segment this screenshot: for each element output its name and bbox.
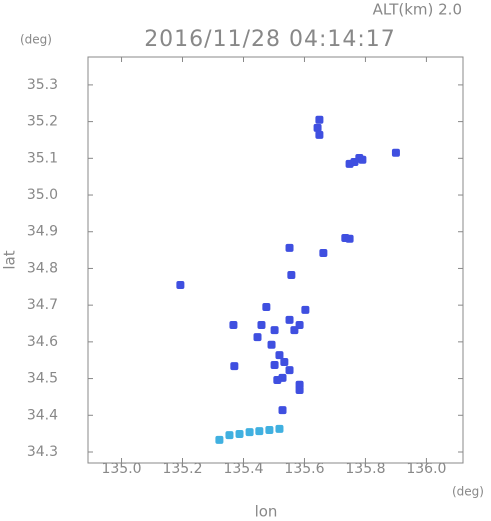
echo-point — [257, 320, 266, 329]
echo-point — [301, 305, 310, 314]
echo-point — [290, 326, 299, 335]
y-unit: (deg) — [20, 33, 52, 47]
y-tick-label: 34.4 — [27, 407, 58, 423]
echo-point — [315, 130, 324, 139]
chart-title: 2016/11/28 04:14:17 — [144, 27, 396, 52]
echo-point — [273, 376, 282, 385]
echo-point — [280, 358, 289, 367]
y-tick-label: 34.3 — [27, 444, 58, 460]
y-tick-label: 35.1 — [27, 150, 58, 166]
echo-point — [235, 430, 244, 438]
plot-frame — [87, 56, 464, 464]
altitude-label: ALT(km) 2.0 — [373, 1, 462, 19]
echo-point — [315, 115, 324, 124]
echo-point — [358, 155, 367, 164]
echo-point — [319, 249, 328, 258]
echo-point — [285, 315, 294, 324]
echo-point — [391, 148, 400, 157]
echo-point — [225, 431, 234, 440]
echo-point — [285, 243, 294, 252]
echo-point — [295, 385, 304, 394]
echo-point — [345, 159, 354, 168]
echo-point — [267, 340, 276, 349]
x-tick-label: 136.0 — [406, 461, 446, 477]
echo-point — [176, 280, 185, 289]
echo-point — [313, 123, 322, 132]
x-tick-label: 135.6 — [284, 461, 324, 477]
y-tick-label: 35.3 — [27, 77, 58, 93]
y-tick-label: 34.8 — [27, 260, 58, 276]
echo-point — [278, 406, 287, 415]
echo-point — [275, 351, 284, 360]
echo-point — [255, 427, 264, 436]
echo-point — [245, 428, 254, 437]
echo-point — [253, 333, 262, 342]
y-tick-label: 34.9 — [27, 224, 58, 240]
echo-point — [287, 271, 296, 280]
y-tick-label: 35.2 — [27, 114, 58, 130]
echo-point — [270, 360, 279, 369]
x-tick-label: 135.0 — [101, 461, 141, 477]
x-tick-label: 135.4 — [223, 461, 263, 477]
echo-point — [262, 302, 271, 311]
echo-point — [285, 366, 294, 375]
y-tick-label: 35.0 — [27, 187, 58, 203]
x-tick-label: 135.2 — [162, 461, 202, 477]
echo-point — [275, 424, 284, 433]
echo-point — [215, 435, 224, 444]
y-tick-label: 34.5 — [27, 371, 58, 387]
echo-point — [229, 320, 238, 329]
echo-point — [345, 234, 354, 243]
x-axis-label: lon — [255, 503, 278, 521]
echo-point — [230, 362, 239, 371]
x-tick-label: 135.8 — [345, 461, 385, 477]
x-unit: (deg) — [452, 485, 484, 499]
y-tick-label: 34.7 — [27, 297, 58, 313]
echo-point — [265, 425, 274, 434]
y-tick-label: 34.6 — [27, 334, 58, 350]
echo-point — [270, 326, 279, 335]
y-axis-label: lat — [1, 250, 19, 269]
